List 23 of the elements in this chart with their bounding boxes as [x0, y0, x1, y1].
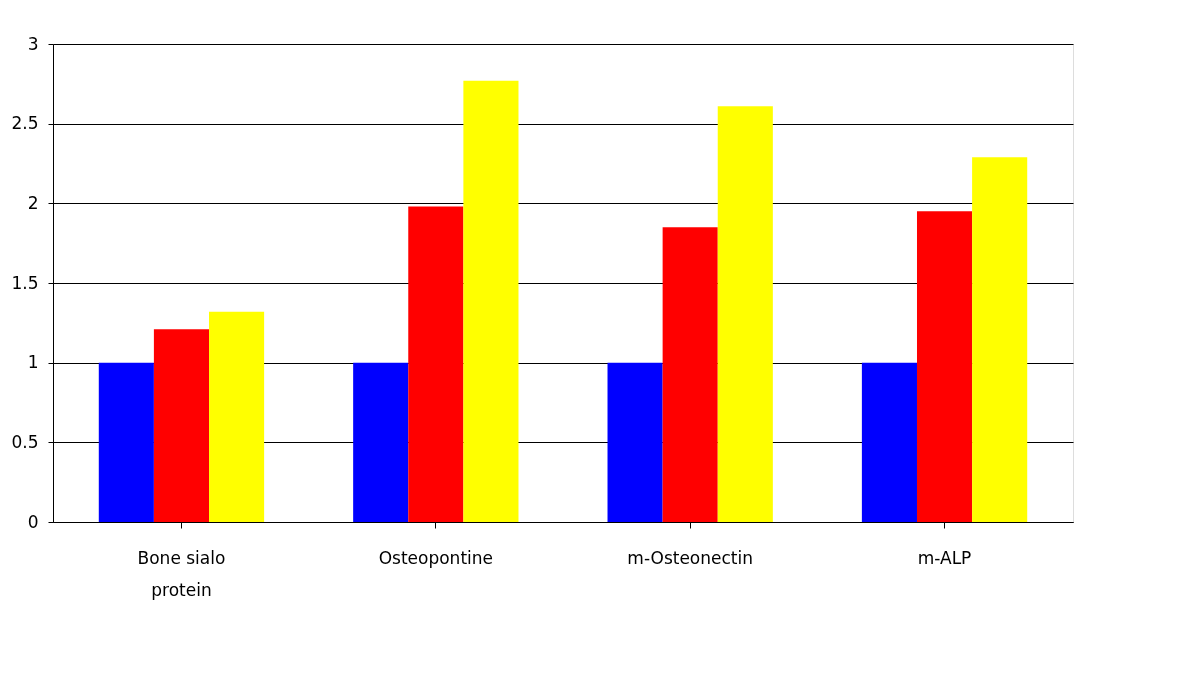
y-tick-label: 0: [27, 511, 39, 532]
bar: [717, 106, 773, 522]
y-tick-label: 0.5: [11, 431, 39, 452]
x-tick-label: m-Osteonectin: [627, 547, 754, 568]
bar: [463, 80, 519, 522]
y-tick-label: 3: [27, 33, 39, 54]
bar: [408, 206, 464, 522]
y-tick-label: 2.5: [11, 113, 39, 134]
y-tick-label: 2: [27, 192, 39, 213]
bar: [972, 157, 1028, 522]
bar: [861, 362, 917, 522]
bar: [153, 329, 210, 522]
bar: [916, 211, 973, 522]
bar: [209, 311, 265, 522]
bar: [353, 362, 409, 522]
y-tick-label: 1: [27, 352, 39, 373]
y-tick-label: 1.5: [11, 272, 39, 293]
bar: [98, 362, 154, 522]
x-tick-label: m-ALP: [917, 547, 972, 568]
bar: [662, 227, 718, 522]
x-tick-label: Bone sialo protein: [137, 547, 226, 600]
bar: [607, 362, 663, 522]
x-tick-label: Osteopontine: [378, 547, 493, 568]
